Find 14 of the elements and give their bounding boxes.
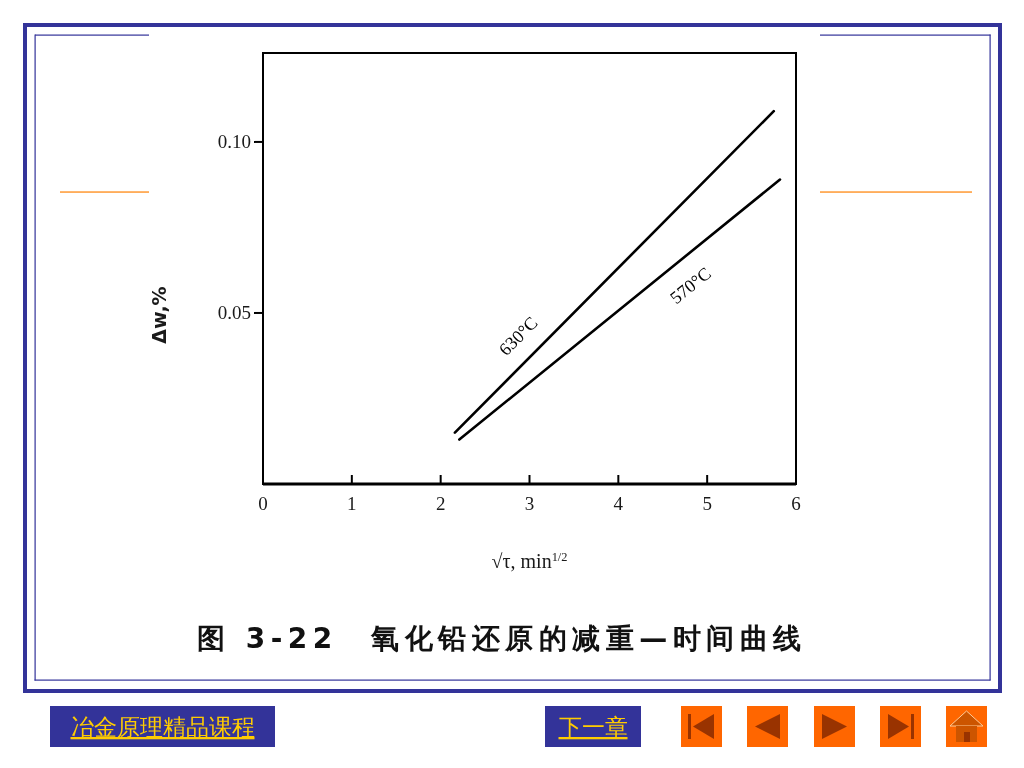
text: 冶金原理精品课程 [70,714,255,740]
x-tick-label: 3 [524,493,535,514]
x-axis-title: √τ, min$^{1/2}$ [491,550,568,572]
y-axis-title: Δw,% [148,286,170,344]
x-tick-label: 2 [435,493,446,514]
x-tick-label: 0 [258,493,268,514]
x-tick-label: 4 [613,493,624,514]
y-tick-label: 0.05 [217,301,251,323]
x-tick-label: 5 [702,493,712,514]
text: 图 3-22 氧化铅还原的减重—时间曲线 [197,622,807,655]
x-tick-label: 1 [347,493,357,514]
y-tick-label: 0.10 [217,130,251,152]
x-tick-label: 6 [791,493,801,514]
text: 下一章 [558,714,628,740]
